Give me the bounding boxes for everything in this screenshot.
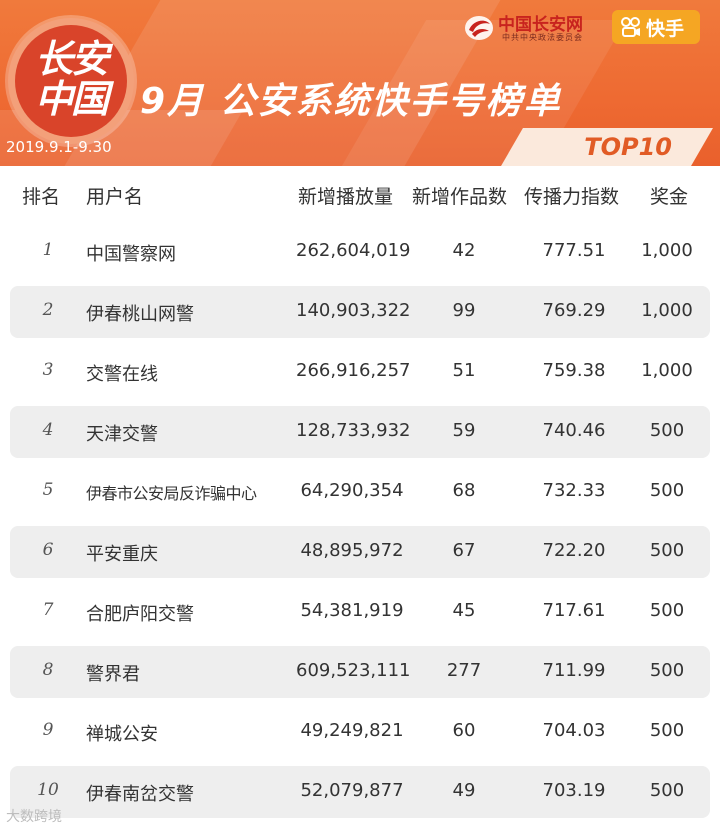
row-new-works: 49 (452, 780, 476, 801)
row-new-plays: 49,249,821 (300, 720, 404, 741)
logo-text-line1: 长安 (34, 37, 109, 81)
row-rank: 2 (42, 300, 54, 320)
row-rank: 10 (37, 780, 59, 800)
row-new-plays: 266,916,257 (296, 360, 411, 381)
row-influence-index: 703.19 (542, 780, 606, 801)
row-new-plays: 48,895,972 (300, 540, 404, 561)
row-prize: 1,000 (641, 360, 693, 381)
row-new-works: 67 (452, 540, 476, 561)
row-username: 伊春南岔交警 (86, 784, 194, 805)
top10-badge: TOP10 (584, 133, 672, 161)
column-header-rank: 排名 (22, 186, 61, 208)
row-influence-index: 740.46 (542, 420, 606, 441)
row-new-plays: 64,290,354 (300, 480, 404, 501)
row-username: 平安重庆 (86, 544, 158, 565)
row-new-plays: 140,903,322 (296, 300, 411, 321)
column-header-new-works: 新增作品数 (412, 186, 508, 208)
column-header-new-plays: 新增播放量 (298, 186, 394, 208)
row-new-works: 60 (452, 720, 476, 741)
row-username: 禅城公安 (86, 724, 158, 745)
partner-name: 中国长安网 (498, 15, 583, 35)
row-new-works: 99 (452, 300, 476, 321)
row-new-works: 51 (452, 360, 476, 381)
changan-china-logo: 长安 中国 (8, 18, 134, 144)
table-row: 10 伊春南岔交警 52,079,877 49 703.19 500 (10, 766, 710, 818)
logo-text-line2: 中国 (34, 77, 109, 121)
row-rank: 1 (42, 240, 54, 260)
row-prize: 500 (649, 600, 685, 621)
row-username: 交警在线 (86, 364, 158, 385)
row-influence-index: 717.61 (542, 600, 606, 621)
chinapeace-emblem-icon (465, 16, 493, 40)
row-rank: 8 (42, 660, 54, 680)
row-influence-index: 711.99 (542, 660, 606, 681)
column-header-prize: 奖金 (650, 186, 689, 208)
header-banner: 长安 中国 9月 公安系统快手号榜单 2019.9.1-9.30 TOP10 中… (0, 0, 720, 166)
row-prize: 1,000 (641, 300, 693, 321)
row-new-works: 42 (452, 240, 476, 261)
row-username: 合肥庐阳交警 (86, 604, 194, 625)
row-prize: 1,000 (641, 240, 693, 261)
column-header-influence-index: 传播力指数 (524, 186, 620, 208)
table-row: 9 禅城公安 49,249,821 60 704.03 500 (10, 706, 710, 758)
row-influence-index: 732.33 (542, 480, 606, 501)
row-new-works: 59 (452, 420, 476, 441)
row-rank: 4 (42, 420, 54, 440)
row-influence-index: 722.20 (542, 540, 606, 561)
table-row: 6 平安重庆 48,895,972 67 722.20 500 (10, 526, 710, 578)
chinapeace-logo: 中国长安网 中共中央政法委员会 (464, 10, 604, 46)
row-new-plays: 128,733,932 (296, 420, 411, 441)
row-new-plays: 52,079,877 (300, 780, 404, 801)
kuaishou-icon (621, 17, 640, 37)
row-prize: 500 (649, 420, 685, 441)
table-row: 3 交警在线 266,916,257 51 759.38 1,000 (10, 346, 710, 398)
row-rank: 3 (42, 360, 54, 380)
table-row: 5 伊春市公安局反诈骗中心 64,290,354 68 732.33 500 (10, 466, 710, 518)
row-influence-index: 777.51 (542, 240, 606, 261)
row-username: 中国警察网 (86, 244, 176, 265)
table-row: 2 伊春桃山网警 140,903,322 99 769.29 1,000 (10, 286, 710, 338)
row-new-works: 277 (446, 660, 482, 681)
row-rank: 7 (42, 600, 54, 620)
kuaishou-label: 快手 (646, 18, 685, 40)
page-title: 9月 公安系统快手号榜单 (140, 81, 562, 122)
table-row: 7 合肥庐阳交警 54,381,919 45 717.61 500 (10, 586, 710, 638)
kuaishou-logo: 快手 (612, 10, 700, 44)
row-rank: 5 (42, 480, 54, 500)
row-prize: 500 (649, 540, 685, 561)
table-row: 1 中国警察网 262,604,019 42 777.51 1,000 (10, 226, 710, 278)
partner-subtitle: 中共中央政法委员会 (502, 33, 583, 42)
row-username: 天津交警 (86, 424, 158, 445)
row-rank: 9 (42, 720, 54, 740)
row-prize: 500 (649, 780, 685, 801)
row-influence-index: 759.38 (542, 360, 606, 381)
row-new-plays: 609,523,111 (296, 660, 411, 681)
row-new-plays: 54,381,919 (300, 600, 404, 621)
row-username: 警界君 (86, 664, 140, 685)
row-username: 伊春桃山网警 (86, 304, 194, 325)
date-range: 2019.9.1-9.30 (6, 138, 112, 156)
row-prize: 500 (649, 660, 685, 681)
table-row: 4 天津交警 128,733,932 59 740.46 500 (10, 406, 710, 458)
row-influence-index: 704.03 (542, 720, 606, 741)
logo-circle: 长安 中国 (15, 25, 127, 137)
table-row: 8 警界君 609,523,111 277 711.99 500 (10, 646, 710, 698)
table-header: 排名 用户名 新增播放量 新增作品数 传播力指数 奖金 (0, 182, 720, 222)
row-new-works: 68 (452, 480, 476, 501)
column-header-username: 用户名 (86, 186, 144, 208)
row-rank: 6 (42, 540, 54, 560)
watermark: 大数跨境 (6, 809, 62, 825)
row-new-plays: 262,604,019 (296, 240, 411, 261)
row-username: 伊春市公安局反诈骗中心 (86, 484, 257, 503)
row-prize: 500 (649, 480, 685, 501)
row-prize: 500 (649, 720, 685, 741)
row-new-works: 45 (452, 600, 476, 621)
row-influence-index: 769.29 (542, 300, 606, 321)
